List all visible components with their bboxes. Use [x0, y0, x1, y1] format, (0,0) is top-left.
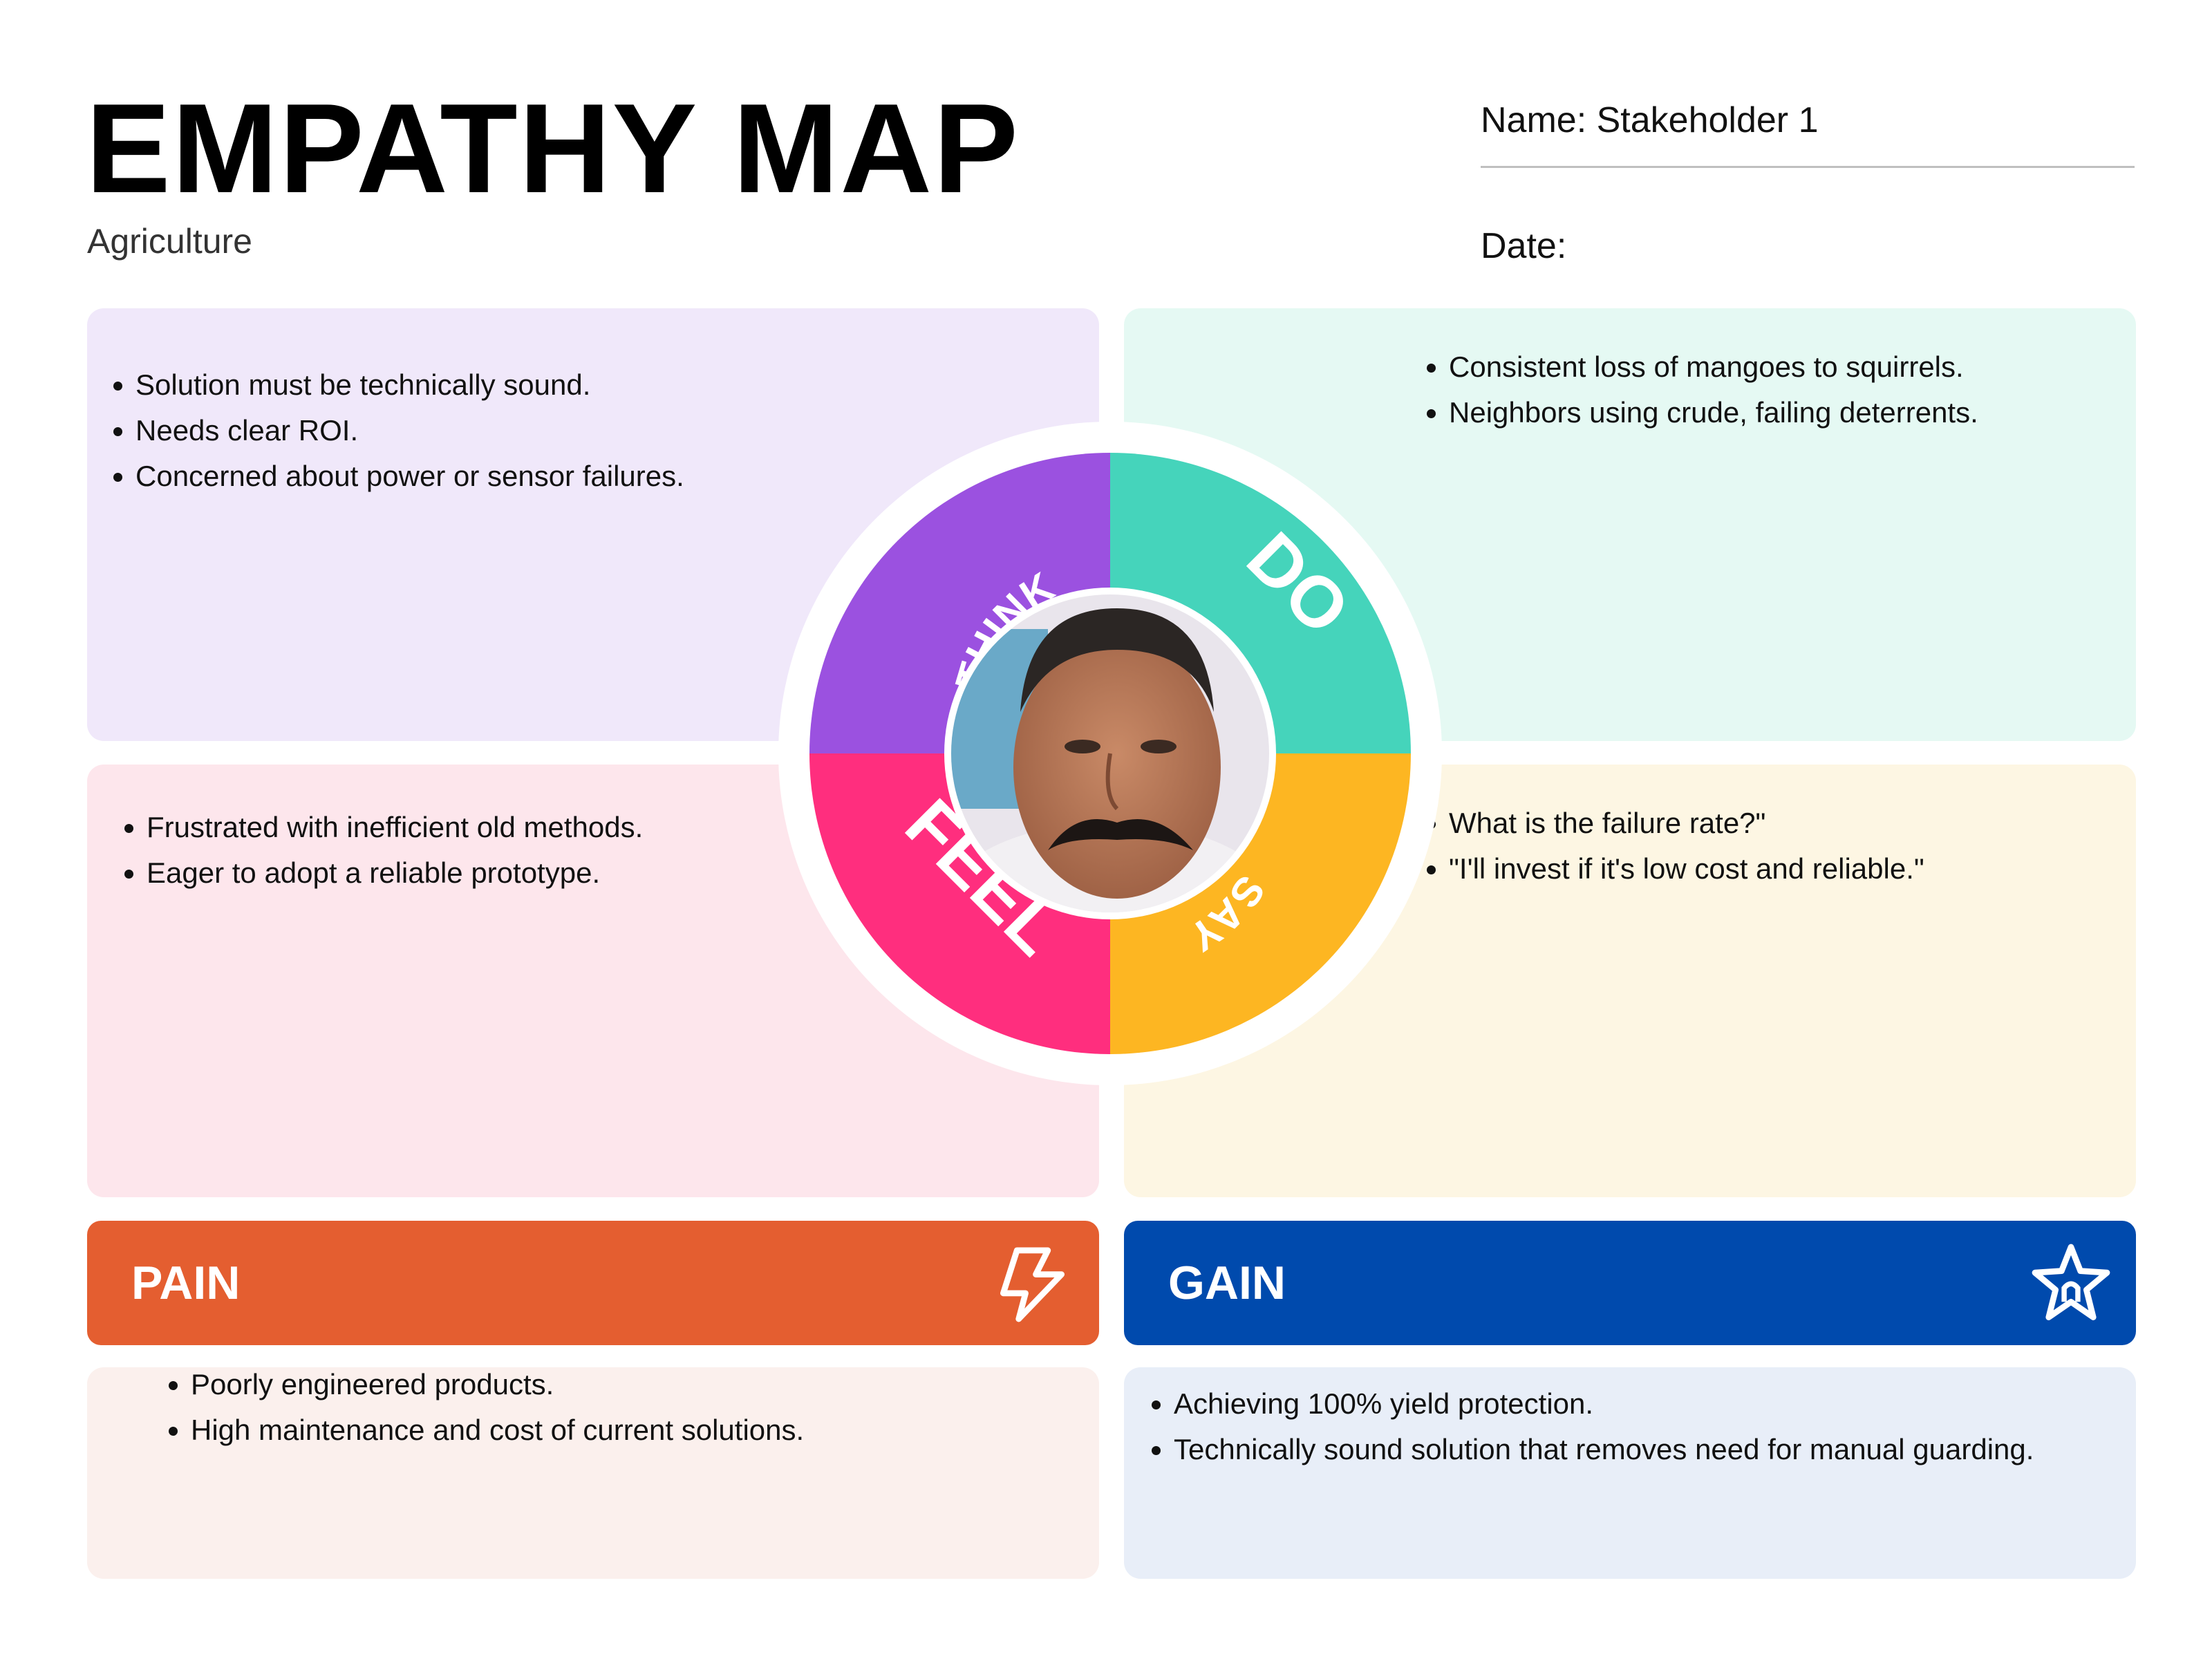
list-item: Solution must be technically sound. [135, 362, 1034, 408]
list-item: High maintenance and cost of current sol… [191, 1407, 1131, 1453]
date-field[interactable]: Date: [1481, 226, 1567, 266]
lightning-bolt-icon [1000, 1247, 1065, 1322]
list-item: Eager to adopt a reliable prototype. [147, 850, 1045, 896]
page-subtitle: Agriculture [87, 222, 252, 261]
stakeholder-name-field[interactable]: Name: Stakeholder 1 [1481, 100, 1819, 140]
list-item: What is the failure rate?" [1449, 800, 2168, 846]
pain-panel: Poorly engineered products. High mainten… [87, 1367, 1099, 1579]
pain-list: Poorly engineered products. High mainten… [142, 1362, 1131, 1453]
list-item: Technically sound solution that removes … [1174, 1427, 2169, 1472]
think-list: Solution must be technically sound. Need… [87, 362, 1034, 499]
pain-label: PAIN [131, 1257, 241, 1309]
feel-list: Frustrated with inefficient old methods.… [98, 805, 1045, 896]
star-icon [2032, 1244, 2110, 1320]
gain-list: Achieving 100% yield protection. Technic… [1125, 1381, 2169, 1472]
page-title: EMPATHY MAP [86, 77, 1020, 219]
pain-header: PAIN [87, 1221, 1099, 1345]
empathy-wheel: THINK DO FEEL SAY [778, 422, 1442, 1085]
stakeholder-portrait [951, 594, 1269, 912]
list-item: Neighbors using crude, failing deterrent… [1449, 390, 2168, 435]
say-list: What is the failure rate?" "I'll invest … [1400, 800, 2168, 892]
do-list: Consistent loss of mangoes to squirrels.… [1400, 344, 2168, 435]
list-item: Needs clear ROI. [135, 408, 1034, 453]
name-underline [1481, 166, 2135, 168]
gain-panel: Achieving 100% yield protection. Technic… [1124, 1367, 2136, 1579]
list-item: Poorly engineered products. [191, 1362, 1131, 1407]
list-item: Concerned about power or sensor failures… [135, 453, 1034, 499]
gain-header: GAIN [1124, 1221, 2136, 1345]
list-item: "I'll invest if it's low cost and reliab… [1449, 846, 2168, 892]
gain-label: GAIN [1168, 1257, 1286, 1309]
list-item: Consistent loss of mangoes to squirrels. [1449, 344, 2168, 390]
list-item: Achieving 100% yield protection. [1174, 1381, 2169, 1427]
list-item: Frustrated with inefficient old methods. [147, 805, 1045, 850]
